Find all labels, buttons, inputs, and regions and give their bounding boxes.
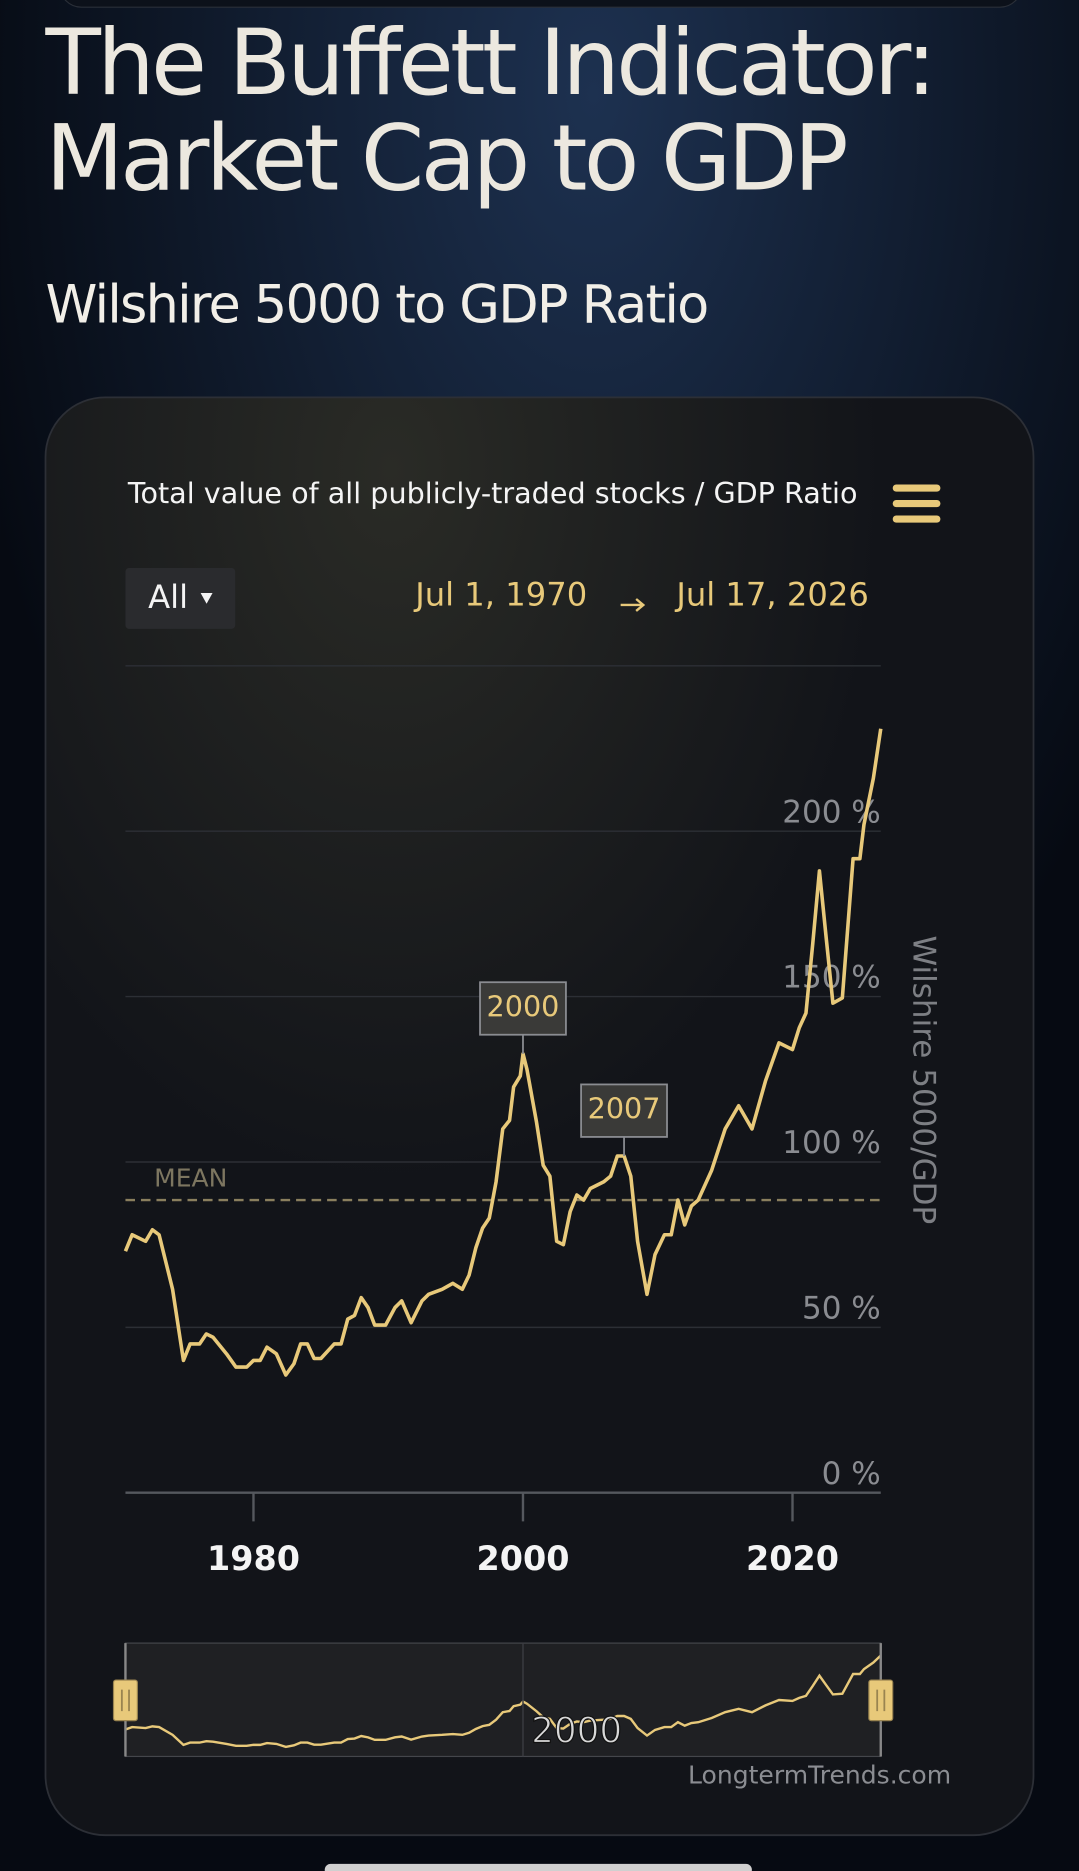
subtitle: Wilshire 5000 to GDP Ratio <box>45 274 707 335</box>
page-title: The Buffett Indicator: <box>44 11 933 116</box>
x-tick-label: 1980 <box>207 1539 300 1578</box>
chart-title: Total value of all publicly-traded stock… <box>127 476 858 510</box>
navigator-handle[interactable] <box>112 1679 138 1722</box>
page-title: Market Cap to GDP <box>45 107 845 212</box>
y-tick-label: 100 % <box>782 1125 881 1161</box>
y-tick-label: 50 % <box>802 1290 881 1326</box>
y-tick-label: 0 % <box>822 1456 881 1492</box>
annotation-box <box>580 1083 668 1138</box>
annotation-box <box>479 981 567 1036</box>
navigator-handle-grip <box>876 1689 886 1712</box>
navigator-handle[interactable] <box>868 1679 894 1722</box>
dropdown-caret[interactable] <box>200 593 213 604</box>
date-from[interactable]: Jul 1, 1970 <box>413 576 587 614</box>
annotation-label: 2007 <box>588 1092 661 1126</box>
navigator-series <box>125 1654 882 1749</box>
credit: LongtermTrends.com <box>688 1761 951 1790</box>
chart-card <box>44 396 1035 1837</box>
top-panel <box>64 0 1017 8</box>
x-tick-label: 2020 <box>746 1539 839 1578</box>
line-series <box>123 728 883 1377</box>
range-button[interactable] <box>125 567 236 629</box>
navigator-tick-label: 2000 <box>531 1711 622 1752</box>
y-axis-title: Wilshire 5000/GDP <box>906 936 942 1225</box>
mean-label: MEAN <box>154 1164 227 1193</box>
range-button-label[interactable]: All <box>148 578 188 616</box>
date-to[interactable]: Jul 17, 2026 <box>674 576 868 614</box>
home-indicator <box>324 1863 752 1871</box>
date-arrow <box>620 598 646 612</box>
navigator[interactable] <box>124 1642 882 1758</box>
navigator-handle-grip <box>120 1689 130 1712</box>
annotation-label: 2000 <box>487 989 560 1023</box>
x-tick-label: 2000 <box>476 1539 569 1578</box>
menu-icon[interactable] <box>892 484 941 523</box>
